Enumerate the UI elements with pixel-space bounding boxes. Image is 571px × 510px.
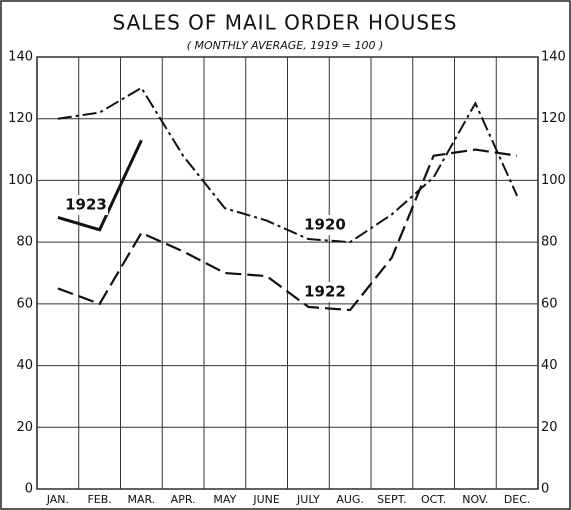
series-line bbox=[57, 148, 518, 312]
x-tick-label: MAR. bbox=[127, 493, 155, 506]
y-tick-label: 100 bbox=[8, 173, 33, 188]
series-label: 1923 bbox=[65, 196, 107, 214]
x-tick-label: DEC. bbox=[504, 493, 531, 506]
x-tick-label: AUG. bbox=[336, 493, 364, 506]
y-tick-label: 80 bbox=[16, 235, 33, 250]
series-line bbox=[57, 139, 143, 232]
y-tick-label: 120 bbox=[8, 111, 33, 126]
chart-title: SALES OF MAIL ORDER HOUSES bbox=[113, 11, 458, 35]
series-label-bg bbox=[303, 282, 347, 302]
series-label: 1922 bbox=[304, 283, 346, 301]
y-tick-label: 60 bbox=[16, 296, 33, 311]
y2-tick-label: 0 bbox=[541, 482, 549, 497]
y2-tick-label: 20 bbox=[541, 420, 558, 435]
series-label: 1920 bbox=[304, 216, 346, 234]
y-tick-label: 20 bbox=[16, 420, 33, 435]
x-tick-label: JAN. bbox=[46, 493, 69, 506]
x-tick-label: JULY bbox=[296, 493, 320, 506]
series-label-bg bbox=[64, 195, 108, 215]
y2-tick-label: 100 bbox=[541, 173, 566, 188]
y2-tick-label: 140 bbox=[541, 50, 566, 65]
x-tick-label: OCT. bbox=[421, 493, 446, 506]
x-tick-label: FEB. bbox=[87, 493, 111, 506]
x-tick-label: JUNE bbox=[252, 493, 280, 506]
x-tick-label: SEPT. bbox=[377, 493, 406, 506]
y2-tick-label: 60 bbox=[541, 296, 558, 311]
y2-tick-label: 120 bbox=[541, 111, 566, 126]
y-tick-label: 0 bbox=[25, 482, 33, 497]
x-tick-label: APR. bbox=[171, 493, 196, 506]
y-tick-label: 40 bbox=[16, 358, 33, 373]
y-tick-label: 140 bbox=[8, 50, 33, 65]
y2-tick-label: 40 bbox=[541, 358, 558, 373]
y2-tick-label: 80 bbox=[541, 235, 558, 250]
x-tick-label: MAY bbox=[213, 493, 236, 506]
series-label-bg bbox=[303, 215, 347, 235]
chart-subtitle: ( MONTHLY AVERAGE, 1919 = 100 ) bbox=[187, 39, 384, 52]
series-line bbox=[57, 86, 519, 244]
x-tick-label: NOV. bbox=[462, 493, 488, 506]
